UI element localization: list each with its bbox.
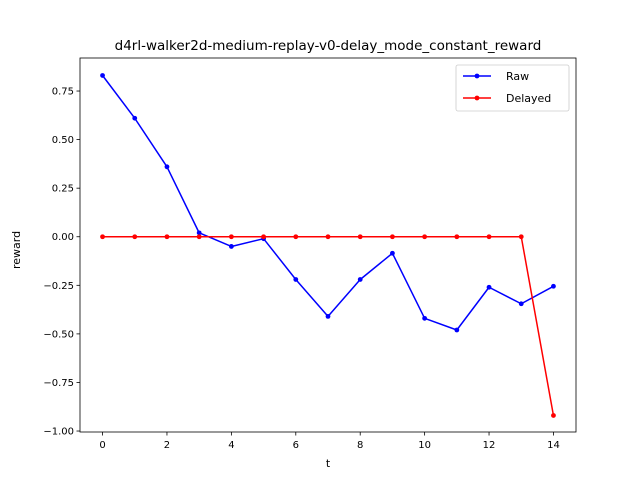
x-tick-label: 0 <box>99 440 105 451</box>
y-tick-label: −1.00 <box>43 427 74 438</box>
series-delayed <box>100 234 556 418</box>
legend-swatch-marker <box>474 73 480 79</box>
data-point-delayed <box>261 234 266 240</box>
data-point-raw <box>422 315 428 321</box>
x-tick-label: 10 <box>418 440 431 451</box>
data-point-raw <box>293 277 299 282</box>
data-point-raw <box>357 277 363 282</box>
y-axis-label: reward <box>10 231 23 269</box>
data-point-raw <box>325 314 331 319</box>
legend-item-delayed: Delayed <box>463 92 551 105</box>
x-axis-label: t <box>326 457 331 470</box>
data-point-delayed <box>486 234 492 240</box>
series-line-raw <box>101 75 554 331</box>
plot-frame <box>79 57 577 433</box>
legend-label: Raw <box>506 70 529 83</box>
y-tick-label: 0.75 <box>52 87 74 98</box>
data-point-delayed <box>551 413 556 418</box>
x-tick-label: 8 <box>357 440 363 451</box>
data-point-delayed <box>422 234 428 240</box>
data-point-delayed <box>100 234 105 240</box>
data-point-delayed <box>132 234 138 240</box>
y-axis: 0.75 0.50 0.25 0.00 −0.25 −0.50 −0.75 −1.00 <box>43 87 80 438</box>
y-tick-label: −0.75 <box>43 378 74 389</box>
chart-title: d4rl-walker2d-medium-replay-v0-delay_mod… <box>115 38 542 54</box>
legend-label: Delayed <box>506 92 551 105</box>
data-point-delayed <box>390 234 395 240</box>
x-tick-label: 4 <box>228 440 234 451</box>
series-raw <box>100 73 556 333</box>
x-tick-label: 6 <box>293 440 299 451</box>
data-point-raw <box>228 244 234 249</box>
data-point-delayed <box>357 234 363 240</box>
data-point-raw <box>454 327 460 333</box>
data-point-raw <box>551 283 556 289</box>
data-point-delayed <box>518 234 524 240</box>
data-point-raw <box>390 250 395 256</box>
x-tick-label: 14 <box>547 440 560 451</box>
data-point-raw <box>164 164 170 170</box>
series-layer <box>100 73 556 418</box>
y-tick-label: 0.25 <box>52 184 74 195</box>
plot-area <box>79 57 577 433</box>
y-tick-label: 0.00 <box>52 232 74 243</box>
series-line-delayed <box>102 235 555 416</box>
data-point-delayed <box>293 234 299 240</box>
data-point-delayed <box>454 234 460 240</box>
data-point-delayed <box>164 234 170 240</box>
data-point-delayed <box>196 234 202 240</box>
data-point-raw <box>196 230 202 236</box>
y-tick-label: 0.50 <box>52 135 74 146</box>
x-tick-label: 2 <box>164 440 170 451</box>
y-tick-label: −0.50 <box>43 329 74 340</box>
data-point-raw <box>132 115 138 121</box>
legend-swatch-marker <box>474 95 480 101</box>
x-tick-label: 12 <box>483 440 496 451</box>
legend: Raw Delayed <box>455 64 570 112</box>
data-point-delayed <box>325 234 331 240</box>
data-point-raw <box>100 73 105 78</box>
data-point-raw <box>486 284 492 290</box>
data-point-raw <box>518 301 524 307</box>
x-axis: 0 2 4 6 8 10 12 14 <box>99 432 560 451</box>
legend-item-raw: Raw <box>463 70 529 83</box>
y-tick-label: −0.25 <box>43 281 74 292</box>
data-point-delayed <box>228 234 234 240</box>
